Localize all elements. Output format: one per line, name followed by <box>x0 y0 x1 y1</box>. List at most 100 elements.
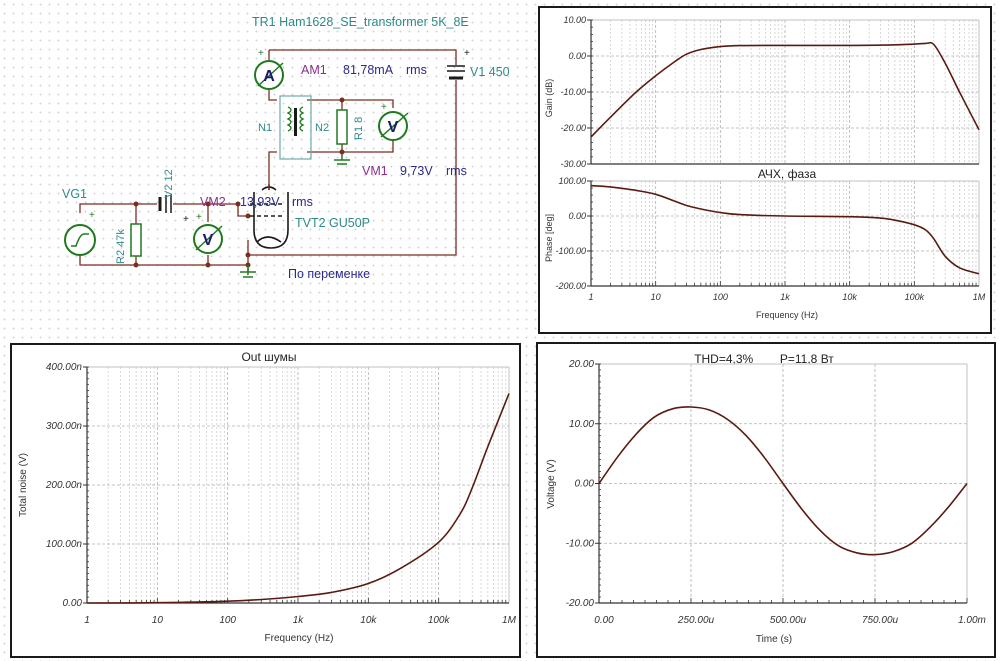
x-axis-label: Frequency (Hz) <box>756 310 818 320</box>
phase-y-axis-label: Phase [deg] <box>544 214 554 262</box>
x-tick-label: 1k <box>780 292 790 302</box>
battery-v1-icon[interactable]: + <box>447 48 470 80</box>
y-tick-label: -10.00 <box>560 87 586 97</box>
chart-title: Out шумы <box>241 350 296 364</box>
x-axis-label: Frequency (Hz) <box>265 633 334 644</box>
y-axis-label: Total noise (V) <box>18 453 29 517</box>
tube-label: TVT2 GU50P <box>295 216 370 230</box>
n2-label: N2 <box>315 122 329 134</box>
y-tick-label: -10.00 <box>566 538 595 549</box>
voltmeter-vm2[interactable]: + V <box>193 212 223 254</box>
y-tick-label: 10.00 <box>569 419 594 430</box>
y-tick-label: -200.00 <box>555 281 586 291</box>
x-tick-label: 1M <box>973 292 986 302</box>
chart-title: АЧХ, фаза <box>758 167 817 181</box>
x-tick-label: 100k <box>428 615 451 626</box>
x-tick-label: 100k <box>905 292 925 302</box>
r2-label: R2 47k <box>115 229 127 264</box>
y-tick-label: 400.00n <box>46 362 83 373</box>
y-tick-label: 100.00 <box>558 176 586 186</box>
vm2-unit: rms <box>292 195 313 209</box>
ammeter-icon: A <box>263 68 275 85</box>
noise-chart: Out шумы Frequency (Hz) Total noise (V) … <box>18 350 517 644</box>
x-tick-label: 1 <box>84 615 90 626</box>
battery-v2-icon[interactable]: + <box>158 195 189 225</box>
noise-panel: Out шумы Frequency (Hz) Total noise (V) … <box>10 343 521 658</box>
tube-icon[interactable] <box>250 184 289 249</box>
voltmeter-icon: V <box>203 232 214 249</box>
x-tick-label: 250.00u <box>677 615 715 626</box>
noise-series-line <box>86 393 510 604</box>
x-tick-label: 10k <box>842 292 857 302</box>
frequency-response-chart: АЧХ, фаза Frequency (Hz) Gain (dB) Phase… <box>544 15 986 320</box>
circuit-schematic: TR1 Ham1628_SE_transformer 5K_8E + A AM1… <box>62 15 510 281</box>
ground-icon <box>334 155 350 165</box>
x-tick-label: 500.00u <box>770 615 807 626</box>
resistor-r1-icon[interactable] <box>336 109 348 145</box>
transformer-icon[interactable] <box>279 95 312 160</box>
voltage-series-line <box>598 406 968 556</box>
gain-series-line <box>590 41 980 138</box>
y-tick-label: -20.00 <box>566 598 595 609</box>
y-tick-label: 0.00 <box>63 598 83 609</box>
y-tick-label: 20.00 <box>568 359 594 370</box>
vm2-label: VM2 <box>200 195 226 209</box>
transient-panel: THD=4,3% P=11,8 Вт Time (s) Voltage (V) … <box>536 342 996 658</box>
vm2-value: 13,93V <box>240 195 280 209</box>
y-tick-label: 200.00n <box>45 480 83 491</box>
junctions <box>133 97 345 268</box>
y-tick-label: 0.00 <box>568 51 586 61</box>
note-label: По переменке <box>288 267 370 281</box>
y-tick-label: 100.00n <box>46 539 83 550</box>
sine-source-icon <box>71 233 89 247</box>
ammeter-am1[interactable]: + A <box>254 48 284 90</box>
n1-label: N1 <box>258 122 272 134</box>
y-tick-label: -100.00 <box>555 246 586 256</box>
y-tick-label: 0.00 <box>568 211 586 221</box>
svg-text:+: + <box>196 212 202 223</box>
y-axis-label: Voltage (V) <box>546 459 557 508</box>
svg-text:+: + <box>381 102 387 113</box>
voltmeter-icon: V <box>388 119 399 136</box>
r1-label: R1 8 <box>353 117 365 140</box>
x-tick-label: 1 <box>588 292 593 302</box>
svg-text:+: + <box>183 214 189 225</box>
gain-y-axis-label: Gain (dB) <box>544 79 554 118</box>
x-tick-label: 100 <box>713 292 728 302</box>
am1-value: 81,78mA <box>343 63 394 77</box>
vm1-value: 9,73V <box>400 164 433 178</box>
v2-label: V2 12 <box>163 169 175 198</box>
y-tick-label: -30.00 <box>560 159 586 169</box>
y-tick-label: 10.00 <box>563 15 586 25</box>
vg1-label: VG1 <box>62 187 87 201</box>
svg-text:+: + <box>464 48 470 59</box>
ground-icon <box>240 265 256 278</box>
x-tick-label: 0.00 <box>594 615 614 626</box>
y-tick-label: -20.00 <box>560 123 586 133</box>
am1-label: AM1 <box>301 63 327 77</box>
x-tick-label: 1.00m <box>958 615 986 626</box>
svg-text:+: + <box>89 210 95 221</box>
x-tick-label: 10k <box>360 615 377 626</box>
y-tick-label: 300.00n <box>46 421 83 432</box>
x-axis-label: Time (s) <box>756 634 792 645</box>
transformer-label: TR1 Ham1628_SE_transformer 5K_8E <box>252 15 469 29</box>
x-tick-label: 100 <box>219 615 236 626</box>
vm1-label: VM1 <box>362 164 388 178</box>
vm1-unit: rms <box>446 164 467 178</box>
x-tick-label: 10 <box>152 615 164 626</box>
resistor-r2-icon[interactable] <box>130 223 142 257</box>
v1-label: V1 450 <box>470 65 510 79</box>
x-tick-label: 1k <box>293 615 305 626</box>
chart-title: THD=4,3% P=11,8 Вт <box>694 352 834 366</box>
voltmeter-vm1[interactable]: + V <box>378 102 409 141</box>
am1-unit: rms <box>406 63 427 77</box>
x-tick-label: 1M <box>502 615 517 626</box>
y-tick-label: 0.00 <box>575 479 595 490</box>
x-tick-label: 750.00u <box>862 615 899 626</box>
frequency-response-panel: АЧХ, фаза Frequency (Hz) Gain (dB) Phase… <box>538 6 992 334</box>
phase-series-line <box>590 184 980 275</box>
x-tick-label: 10 <box>651 292 661 302</box>
transient-chart: THD=4,3% P=11,8 Вт Time (s) Voltage (V) … <box>546 352 986 645</box>
signal-generator-vg1[interactable]: + <box>64 210 96 256</box>
